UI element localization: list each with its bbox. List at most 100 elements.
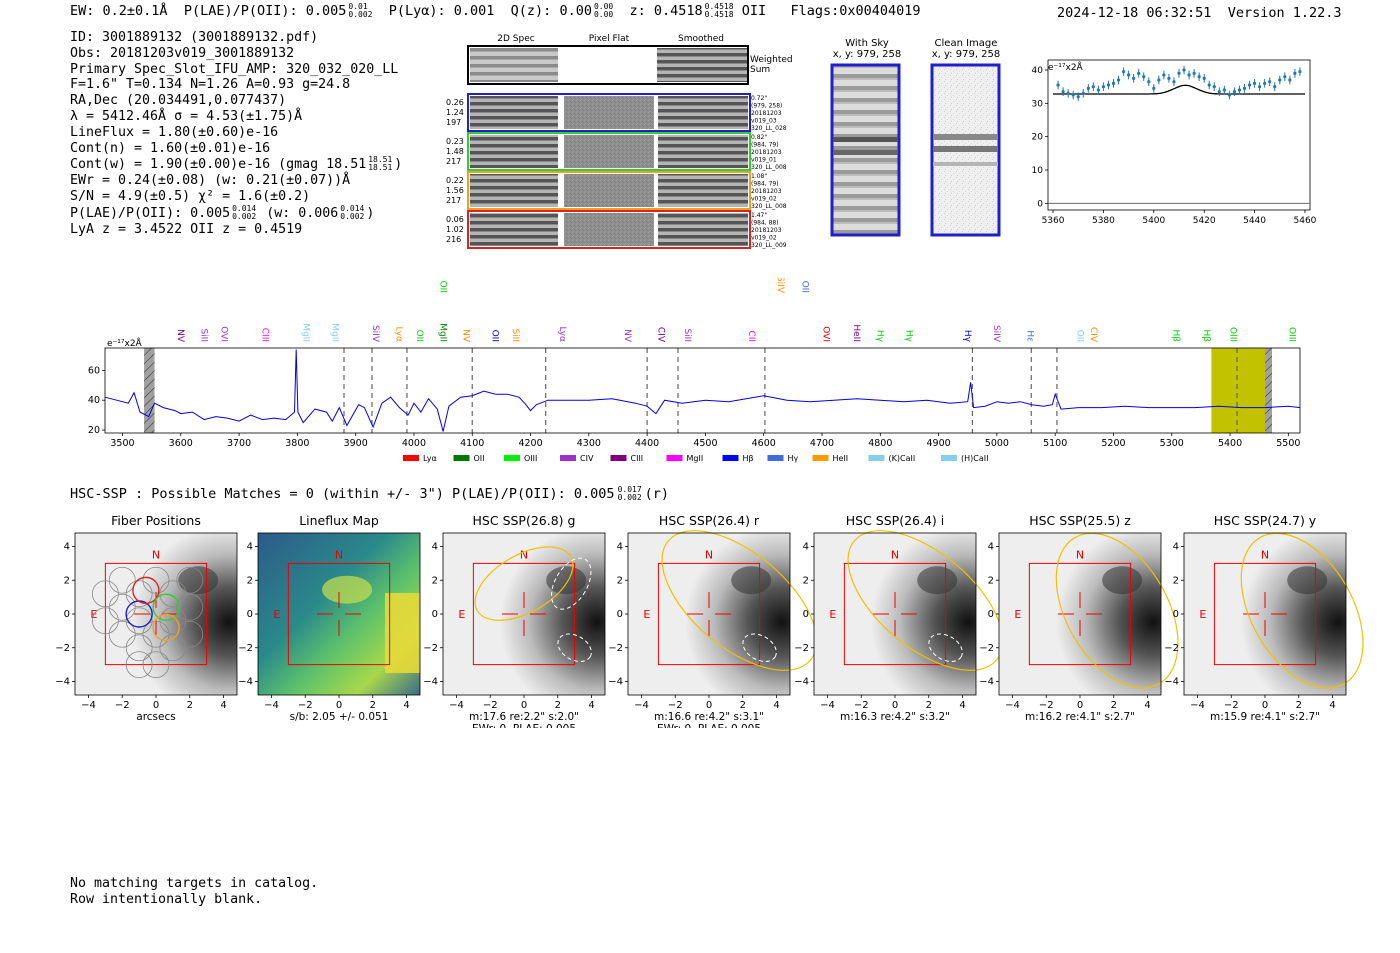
- hsc-xtick-label: 4: [220, 700, 226, 711]
- legend-label: (H)CaII: [961, 454, 988, 463]
- fiber-circle: [142, 651, 170, 679]
- hsc-caption-1: m:17.6 re:2.2" s:2.0": [469, 711, 579, 723]
- col-pixelflat: Pixel Flat: [589, 34, 630, 44]
- hsc-title: HSC-SSP : Possible Matches = 0 (within +…: [70, 486, 615, 502]
- header-flags: Flags:0x00404019: [790, 3, 921, 19]
- spectrum-line-label: CIV: [1088, 327, 1098, 343]
- zoom-axes: 5360 5380 5400 5420 5440 5460 0 10 20 30 40: [1032, 59, 1317, 226]
- zoom-point: [1132, 76, 1136, 80]
- lineflux-blob: [322, 575, 373, 604]
- cutout-pixelflat: [564, 135, 654, 168]
- hsc-xtick-label: −2: [854, 700, 869, 711]
- hsc-source-ellipse: [474, 546, 574, 621]
- fiber-circle: [176, 566, 204, 594]
- hsc-panel: HSC SSP(26.4) i N E −4 −4 −2 −2 0 0 2 2 4 4 m:16.3 re…: [784, 510, 1004, 725]
- spectrum-xtick-label: 3600: [169, 438, 193, 449]
- hsc-source-ellipse: [661, 530, 818, 671]
- info-plae: P(LAE)/P(OII): 0.005: [70, 205, 231, 221]
- spectrum-xtick-label: 3800: [285, 438, 309, 449]
- cutout-meta: 320_LL_008: [751, 203, 787, 210]
- with-sky-line-band: [833, 137, 898, 142]
- zoom-point: [1268, 80, 1272, 84]
- hsc-ytick-label: 4: [1173, 542, 1179, 553]
- hsc-panel-title: HSC SSP(25.5) z: [1029, 513, 1131, 528]
- header-ew: EW: 0.2±0.1Å: [70, 3, 168, 19]
- info-plae-w-end: ): [366, 205, 375, 221]
- spectrum-xtick-label: 5000: [985, 438, 1009, 449]
- legend-swatch: [610, 455, 627, 461]
- hsc-xtick-label: 0: [706, 700, 712, 711]
- north-label: N: [152, 548, 160, 561]
- info-lya: LyA z = 3.4522 OII z = 0.4519: [70, 221, 303, 237]
- hsc-title-lo: 0.002: [617, 493, 642, 502]
- hsc-xtick-label: 0: [153, 700, 159, 711]
- zoom-point: [1121, 70, 1126, 74]
- legend-label: (K)CaII: [889, 454, 916, 463]
- cutout-meta: v019_01: [751, 157, 777, 164]
- galaxy-image: [443, 533, 605, 695]
- cutout-meta: 20181203: [751, 188, 782, 195]
- hsc-ytick-label: −4: [979, 677, 994, 688]
- spectrum-line-label: MgII: [300, 323, 310, 342]
- north-label: N: [335, 548, 343, 561]
- spectrum-line: [104, 349, 1301, 432]
- galaxy-image: [999, 533, 1161, 695]
- info-lambda: λ = 5412.46Å σ = 4.53(±1.75)Å: [70, 108, 303, 124]
- hsc-xtick-label: 4: [1144, 700, 1150, 711]
- zoom-point: [1152, 86, 1156, 90]
- info-sn: S/N = 4.9(±0.5) χ² = 1.6(±0.2): [70, 188, 311, 204]
- hsc-panel-title: HSC SSP(24.7) y: [1213, 513, 1317, 528]
- hsc-xtick-label: 2: [1111, 700, 1117, 711]
- spectrum-ytick-label: 40: [88, 395, 100, 406]
- spectrum-line-label: OVI: [219, 326, 229, 342]
- hsc-ytick-label: −4: [423, 677, 438, 688]
- info-ewr: EWr = 0.24(±0.08) (w: 0.21(±0.07))Å: [70, 173, 351, 189]
- hsc-xtick-label: 0: [892, 700, 898, 711]
- hsc-neighbor-ellipse: [742, 633, 777, 662]
- fiber-circle: [108, 620, 136, 648]
- spectrum-line-label: Hγ: [962, 330, 972, 343]
- fiber-circle: [159, 634, 187, 662]
- hsc-title-hi: 0.017: [617, 485, 642, 494]
- spectrum-line-label: CII: [746, 330, 756, 342]
- hsc-title-row: HSC-SSP : Possible Matches = 0 (within +…: [70, 485, 669, 503]
- hsc-panel-title: Fiber Positions: [111, 513, 201, 528]
- cutout-stat: 217: [446, 157, 461, 166]
- cutout-meta: (979, 258): [751, 103, 782, 110]
- north-label: N: [1076, 548, 1084, 561]
- cutout-stat: 1.24: [446, 108, 464, 117]
- east-label: E: [458, 608, 465, 621]
- cutout-stat: 197: [446, 118, 461, 127]
- zoom-xtick-label: 5460: [1294, 216, 1317, 226]
- zoom-point: [1142, 75, 1146, 79]
- cutout-stat: 0.26: [446, 98, 464, 107]
- hsc-ytick-label: 0: [64, 609, 70, 620]
- cutout-pixelflat: [564, 174, 654, 207]
- spectrum-axes: 3500 3600 3700 3800 3900 4000 4100 4200 4300 4400…: [88, 347, 1300, 449]
- spectrum-line-label: SiIV: [991, 325, 1001, 343]
- spectrum-top-label: OII: [437, 281, 447, 293]
- hsc-panel: Fiber Positions N E −4 −4 −2 −2 0 0 2 2 4 4 arcsecs: [45, 510, 265, 725]
- spectrum-regions: [144, 348, 1273, 433]
- zoom-fit-chart: 5360 5380 5400 5420 5440 5460 0 10 20 30 40 e⁻¹⁷x2…: [1032, 59, 1317, 226]
- hsc-xtick-label: −2: [298, 700, 313, 711]
- galaxy-image: [75, 533, 237, 695]
- hsc-panel: HSC SSP(25.5) z N E −4 −4 −2 −2 0 0 2 2 4 4 m:16.2 re…: [969, 510, 1189, 725]
- zoom-point: [1096, 88, 1100, 92]
- spectrum-xtick-label: 4500: [693, 438, 717, 449]
- zoom-point: [1086, 86, 1090, 90]
- hsc-neighbor-ellipse: [557, 633, 592, 662]
- legend-swatch: [722, 455, 739, 461]
- galaxy-core: [731, 566, 772, 595]
- zoom-point: [1273, 85, 1277, 89]
- zoom-point: [1056, 83, 1060, 87]
- legend-swatch: [453, 455, 470, 461]
- hsc-ytick-label: 4: [64, 542, 70, 553]
- cutout-2dspec: [470, 174, 558, 207]
- header-plae-lo: 0.002: [348, 10, 373, 19]
- spectrum-trace: [104, 349, 1301, 432]
- spectrum-xtick-label: 3700: [227, 438, 251, 449]
- hsc-ytick-label: 0: [432, 609, 438, 620]
- zoom-ylabel: e⁻¹⁷x2Å: [1048, 61, 1084, 73]
